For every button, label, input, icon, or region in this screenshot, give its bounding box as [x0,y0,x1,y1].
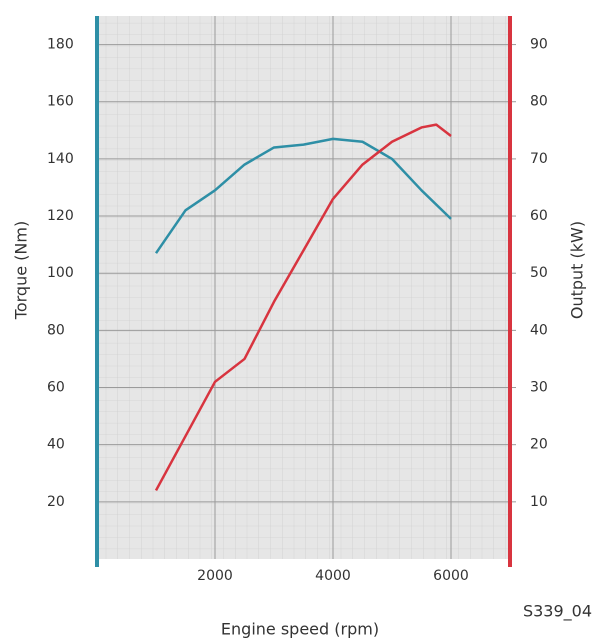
y2-tick-label: 70 [530,151,548,167]
x-tick-label: 2000 [197,568,233,584]
y-tick-label: 40 [47,437,65,453]
y-tick-label: 120 [47,208,74,224]
y2-tick-label: 20 [530,437,548,453]
y2-tick-label: 10 [530,494,548,510]
x-axis-label: Engine speed (rpm) [221,620,379,639]
y2-tick-label: 80 [530,94,548,110]
y2-axis-label: Output (kW) [568,221,587,319]
y-tick-label: 180 [47,37,74,53]
x-tick-label: 4000 [315,568,351,584]
y-tick-label: 100 [47,265,74,281]
y-tick-label: 60 [47,380,65,396]
minor-grid [97,16,510,559]
y2-tick-label: 50 [530,265,548,281]
y-axis-label: Torque (Nm) [12,221,31,320]
y2-tick-label: 90 [530,37,548,53]
series-line [154,123,452,492]
y-tick-label: 20 [47,494,65,510]
x-tick-label: 6000 [433,568,469,584]
y2-tick-label: 40 [530,322,548,338]
y-tick-label: 140 [47,151,74,167]
figure-id: S339_04 [523,602,592,622]
y-tick-label: 80 [47,322,65,338]
series-line [154,137,452,254]
y-tick-label: 160 [47,94,74,110]
y2-tick-label: 60 [530,208,548,224]
y2-tick-label: 30 [530,380,548,396]
